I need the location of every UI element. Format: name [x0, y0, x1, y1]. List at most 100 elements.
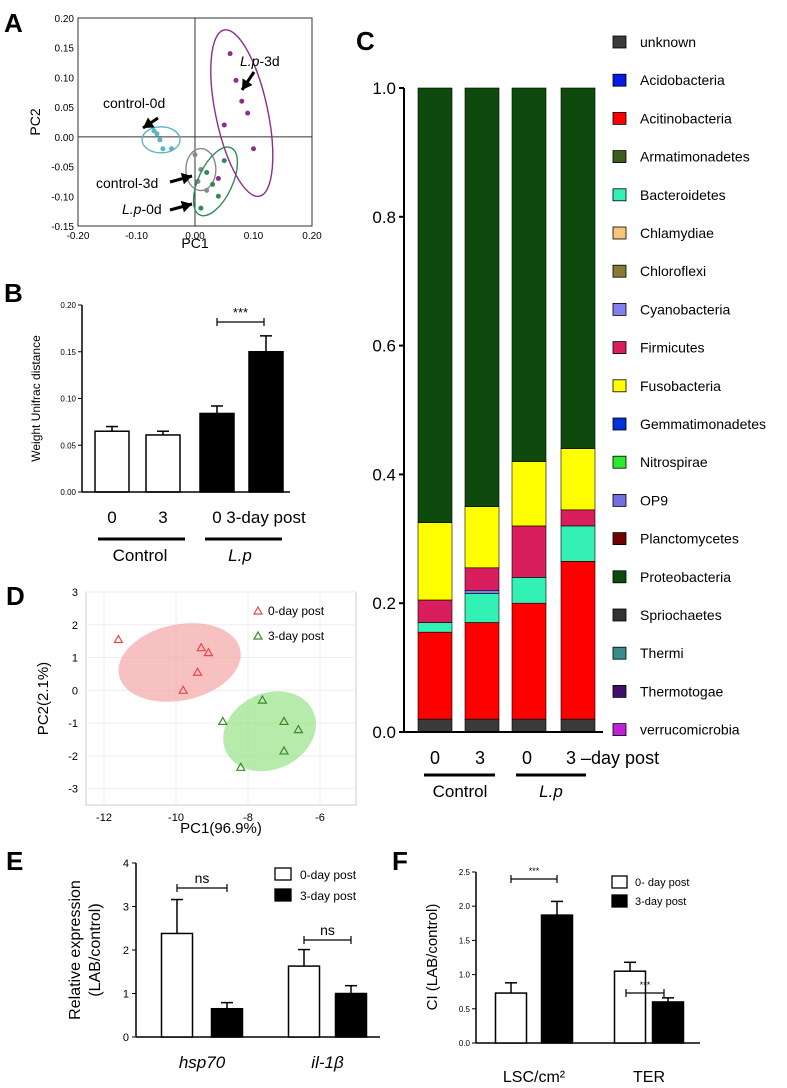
panel-c-y-tick-label: 0.0 [372, 723, 396, 742]
panel-c-segment-firmicutes-bar-4 [560, 509, 596, 527]
panel-e-y-axis-label-line-2: (LAB/control) [87, 903, 104, 996]
panel-b-bar-control-0 [94, 430, 130, 493]
panel-a-point-l-p-0d [215, 193, 221, 199]
panel-a-x-tick-label: -0.10 [125, 231, 148, 242]
panel-c-y-tick-label: 0.6 [372, 337, 396, 356]
panel-e-significance-hsp70-label: ns [195, 870, 210, 886]
panel-a-annotation-lp-0d: L.p-0d [122, 201, 162, 217]
panel-c-segment-proteobacteria-bar-1 [417, 87, 453, 524]
panel-d-y-tick-label: 1 [72, 653, 78, 665]
panel-c-legend-label-cyanobacteria: Cyanobacteria [640, 301, 730, 317]
panel-e-bar-hsp70-0-day-post [160, 932, 194, 1038]
panel-d-legend-marker-3-day-post [252, 630, 264, 640]
panel-f-x-tick-label: TER [633, 1069, 665, 1086]
panel-b-bar-l-p-3-day-post [248, 351, 284, 493]
panel-a-annotation-lp-0d-part-1: L.p [122, 201, 142, 217]
panel-a-point-l-p-3d [227, 51, 233, 57]
panel-c-legend-swatch-verrucomicrobia [612, 723, 627, 736]
panel-a-point-l-p-0d [204, 170, 210, 176]
panel-d-y-tick-label: 0 [72, 685, 78, 697]
panel-a-ellipse-l-p-3d [210, 29, 274, 198]
panel-d-point-0-day-post [178, 685, 189, 694]
panel-c-legend-label-acidobacteria: Acidobacteria [640, 72, 725, 88]
panel-b-y-tick-label: 0.00 [60, 488, 76, 497]
panel-c-group-label-lp: L.p [539, 782, 563, 801]
panel-d-y-tick-label: 3 [72, 587, 78, 599]
panel-c-x-tick-label: 3 [475, 748, 485, 768]
panel-e-y-tick-label: 0 [123, 1032, 129, 1044]
panel-a-y-tick-label: -0.15 [51, 222, 74, 233]
panel-f-legend-swatch-3-day-post [611, 894, 628, 908]
panel-b-y-tick-label: 0.05 [60, 441, 76, 450]
panel-b-y-tick-label: 0.10 [60, 395, 76, 404]
panel-c-legend-label-proteobacteria: Proteobacteria [640, 569, 731, 585]
panel-d-x-tick-label: -6 [315, 812, 325, 824]
panel-e-legend-swatch-3-day-post [274, 888, 292, 902]
panel-a-y-axis-label: PC2 [27, 108, 43, 135]
panel-c-segment-fusobacteria-bar-2 [464, 506, 500, 569]
panel-a-point-l-p-0d [210, 181, 216, 187]
panel-b-x-tick-label: 3-day post [226, 508, 306, 527]
panel-label-f: F [392, 846, 408, 876]
panel-a-point-l-p-3d [221, 122, 227, 128]
panel-a-y-tick-label: 0.15 [55, 44, 75, 55]
panel-c-legend-label-planctomycetes: Planctomycetes [640, 531, 739, 547]
panel-d-y-axis-label: PC2(2.1%) [35, 662, 52, 735]
panel-d-legend-label-3-day-post: 3-day post [268, 629, 325, 643]
panel-b-y-axis-label: Weight Unifrac distance [29, 335, 43, 462]
panel-d-x-axis-label: PC1(96.9%) [180, 820, 262, 837]
panel-c-segment-acitinobacteria-bar-2 [464, 622, 500, 720]
panel-f-y-axis-label: CI (LAB/control) [424, 904, 441, 1011]
panel-b-bar-control-3 [145, 434, 181, 493]
panel-b-y-tick-label: 0.15 [60, 348, 76, 357]
panel-c-legend-label-verrucomicrobia: verrucomicrobia [640, 722, 740, 738]
panel-c-legend-label-acitinobacteria: Acitinobacteria [640, 110, 732, 126]
panel-a-point-control-3d [204, 187, 210, 193]
panel-e-legend-label-3-day-post: 3-day post [300, 889, 357, 903]
panel-label-d: D [6, 581, 25, 611]
panel-e-bar-il-1-0-day-post [287, 965, 321, 1038]
panel-c-legend-label-thermotogae: Thermotogae [640, 683, 723, 699]
panel-b-y-tick-label: 0.20 [60, 301, 76, 310]
panel-e-x-tick-label: il-1β [311, 1053, 344, 1072]
panel-a-x-tick-label: 0.20 [302, 231, 322, 242]
panel-c-legend-swatch-chlamydiae [612, 226, 627, 240]
panel-c-segment-firmicutes-bar-1 [417, 599, 453, 623]
panel-c-segment-fusobacteria-bar-3 [511, 461, 547, 527]
panel-a-annotation-control-3d: control-3d [96, 175, 158, 191]
panel-f-bar-ter-3-day-post [651, 1001, 685, 1044]
panel-label-b: B [4, 278, 23, 308]
panel-c-segment-firmicutes-bar-2 [464, 567, 500, 591]
panel-a-x-tick-label: -0.20 [67, 231, 90, 242]
panel-d-y-tick-label: -3 [68, 784, 78, 796]
panel-d-point-3-day-post [235, 762, 246, 771]
panel-a-point-l-p-3d [239, 98, 245, 104]
panel-f-x-tick-label: LSC/cm² [503, 1069, 566, 1086]
panel-f-y-tick-label: 0.5 [459, 1005, 471, 1014]
panel-d-point-3-day-post [278, 716, 290, 726]
panel-b-x-tick-label: 0 [212, 508, 221, 527]
panel-d-legend-marker-0-day-post [252, 605, 264, 615]
panel-e-y-tick-label: 2 [123, 945, 129, 957]
panel-d-x-tick-label: -8 [243, 812, 253, 824]
panel-d-legend-label-0-day-post: 0-day post [268, 604, 325, 618]
panel-d-point-0-day-post [196, 642, 207, 652]
panel-c-legend-swatch-op9 [612, 493, 627, 507]
panel-a-annotation-control-3d-part-0: control-3d [96, 175, 158, 191]
panel-d-point-3-day-post [217, 716, 228, 726]
panel-d-point-0-day-post [203, 647, 214, 657]
panel-b-bar-l-p-0 [199, 412, 235, 493]
panel-c-legend-label-op9: OP9 [640, 492, 668, 508]
panel-c-legend-label-unknown: unknown [640, 34, 696, 50]
panel-a-point-l-p-0d [221, 158, 227, 164]
panel-c-segment-bacteroidetes-bar-4 [560, 525, 596, 562]
panel-a-x-tick-label: 0.00 [185, 231, 205, 242]
panel-a-x-tick-label: 0.10 [244, 231, 264, 242]
panel-f-y-tick-label: 2.0 [459, 902, 471, 911]
panel-e-y-axis-label-line-1: Relative expression [67, 880, 84, 1020]
panel-c-segment-acitinobacteria-bar-1 [417, 631, 453, 720]
panel-a-ellipse-l-p-0d [192, 146, 239, 217]
panel-d-ellipse-0-day-post [118, 623, 241, 702]
panel-c-segment-firmicutes-bar-3 [511, 525, 547, 578]
panel-c-segment-proteobacteria-bar-3 [511, 87, 547, 462]
